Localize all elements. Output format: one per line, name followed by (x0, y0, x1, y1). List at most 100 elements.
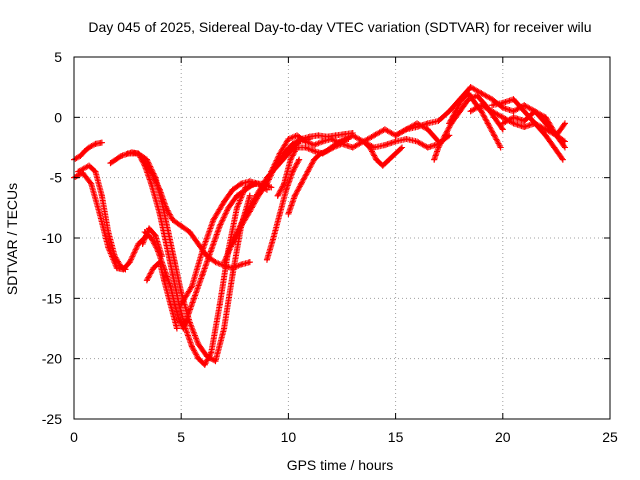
data-point (311, 148, 318, 155)
data-point (216, 301, 223, 308)
data-point (111, 253, 118, 260)
data-point (373, 156, 380, 163)
data-point (559, 156, 566, 163)
data-point (118, 263, 125, 270)
series-track-16 (285, 140, 345, 217)
data-point (199, 247, 206, 254)
data-point (188, 343, 195, 350)
data-point (484, 120, 491, 127)
data-point (474, 92, 481, 99)
data-point (81, 148, 88, 155)
data-point (446, 108, 453, 115)
data-point (499, 126, 506, 133)
data-point (435, 117, 442, 124)
data-point (208, 349, 215, 356)
data-point (489, 102, 496, 109)
data-point (467, 84, 474, 91)
data-point (497, 144, 504, 151)
data-point (414, 123, 421, 130)
data-point (510, 114, 517, 121)
data-point (489, 108, 496, 115)
series-track-17 (328, 132, 453, 151)
data-point (263, 256, 270, 263)
data-point (311, 156, 318, 163)
data-point (424, 144, 431, 151)
y-tick-label: -20 (42, 351, 62, 367)
data-point (195, 241, 202, 248)
data-point (229, 271, 236, 278)
data-point (270, 235, 277, 241)
data-point (323, 148, 330, 155)
x-tick-label: 10 (281, 429, 297, 445)
data-point (124, 150, 131, 157)
x-tick-label: 0 (70, 429, 78, 445)
data-point (274, 192, 281, 199)
data-point (521, 108, 528, 115)
data-point (289, 168, 296, 175)
data-point (210, 216, 217, 223)
data-point (360, 138, 367, 145)
data-point (424, 126, 431, 133)
data-point (414, 138, 421, 145)
data-point (156, 259, 163, 266)
x-axis-label: GPS time / hours (287, 457, 394, 473)
data-point (173, 325, 180, 332)
data-point (113, 265, 120, 272)
data-point (478, 90, 485, 97)
data-point (216, 222, 223, 229)
y-axis-label: SDTVAR / TECUs (4, 183, 20, 295)
data-point (392, 138, 399, 145)
data-point (499, 99, 506, 106)
series-track-24 (499, 108, 568, 139)
data-point (255, 192, 262, 199)
data-point (561, 138, 568, 145)
data-point (551, 144, 558, 151)
data-point (208, 247, 215, 254)
data-point (186, 319, 193, 326)
data-point (263, 180, 270, 187)
data-point (478, 102, 485, 109)
data-point (392, 132, 399, 139)
data-point (478, 108, 485, 115)
chart-title: Day 045 of 2025, Sidereal Day-to-day VTE… (88, 19, 591, 35)
x-tick-label: 15 (388, 429, 404, 445)
data-point (510, 120, 517, 127)
series-track-2 (71, 169, 150, 273)
data-point (521, 102, 528, 109)
data-point (233, 204, 240, 211)
data-point (242, 186, 249, 193)
data-point (285, 210, 292, 217)
data-point (148, 168, 155, 175)
data-point (233, 192, 240, 199)
data-point (135, 150, 142, 157)
data-point (238, 222, 245, 229)
data-point (171, 259, 178, 266)
data-point (296, 156, 303, 163)
data-point (86, 144, 93, 151)
data-point (199, 271, 206, 278)
data-point (319, 138, 326, 145)
data-point (203, 353, 210, 360)
data-point (281, 180, 288, 187)
data-point (452, 108, 459, 115)
data-point (238, 180, 245, 187)
data-point (163, 204, 170, 211)
data-point (107, 160, 114, 167)
data-point (465, 90, 472, 97)
series-track-3 (75, 162, 129, 273)
data-point (491, 114, 498, 121)
data-point (165, 228, 172, 235)
data-point (201, 361, 208, 368)
axis-ticks: 0 5 10 15 20 25 -25 -20 -15 -10 -5 0 5 (42, 49, 618, 445)
data-point (328, 144, 335, 151)
data-point (521, 117, 528, 124)
data-point (148, 235, 155, 241)
data-point (467, 108, 474, 115)
data-point (167, 301, 174, 308)
data-point (156, 186, 163, 193)
data-point (366, 144, 373, 151)
data-point (386, 156, 393, 163)
data-point (188, 283, 195, 290)
data-point (184, 313, 191, 320)
data-point (459, 96, 466, 103)
